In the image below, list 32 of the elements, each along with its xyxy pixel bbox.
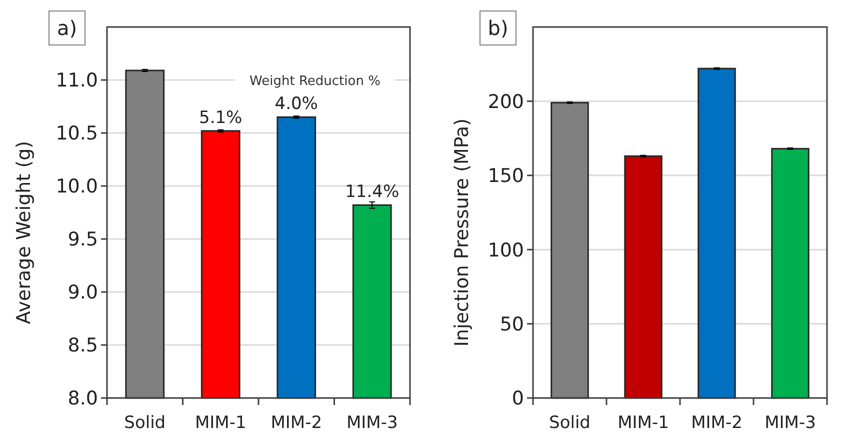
y-tick-label: 9.0 [68,282,98,304]
x-tick-label: MIM-1 [618,413,669,433]
y-axis-title: Average Weight (g) [13,140,35,324]
x-tick-label: MIM-2 [270,413,322,433]
y-tick-label: 10.0 [56,176,98,198]
annotation: Weight Reduction % [250,74,380,89]
y-tick-label: 200 [488,90,524,113]
x-tick-label: MIM-3 [764,413,816,433]
x-tick-label: Solid [549,413,590,433]
y-tick-label: 11.0 [56,70,98,92]
chart-title: b) [488,16,508,40]
chart-title: a) [56,16,78,40]
y-tick-label: 9.5 [68,228,98,251]
y-tick-label: 8.5 [68,334,98,357]
bar [624,155,662,399]
x-tick-label: MIM-3 [346,413,398,433]
annotation: 4.0% [274,94,318,114]
x-tick-label: Solid [124,413,166,433]
x-tick-label: MIM-1 [194,413,246,433]
bar [771,148,810,399]
y-tick-label: 0 [512,388,524,410]
y-tick-label: 8.0 [68,388,98,410]
y-tick-label: 100 [488,239,524,262]
bar [550,102,589,399]
y-axis-title: Injection Pressure (MPa) [451,118,473,347]
y-tick-label: 50 [500,313,524,336]
y-tick-label: 10.5 [56,122,98,145]
annotation: 5.1% [199,108,242,128]
annotation: 11.4% [345,182,400,202]
y-tick-label: 150 [488,165,524,188]
bar [698,68,736,399]
x-tick-label: MIM-2 [691,413,742,433]
